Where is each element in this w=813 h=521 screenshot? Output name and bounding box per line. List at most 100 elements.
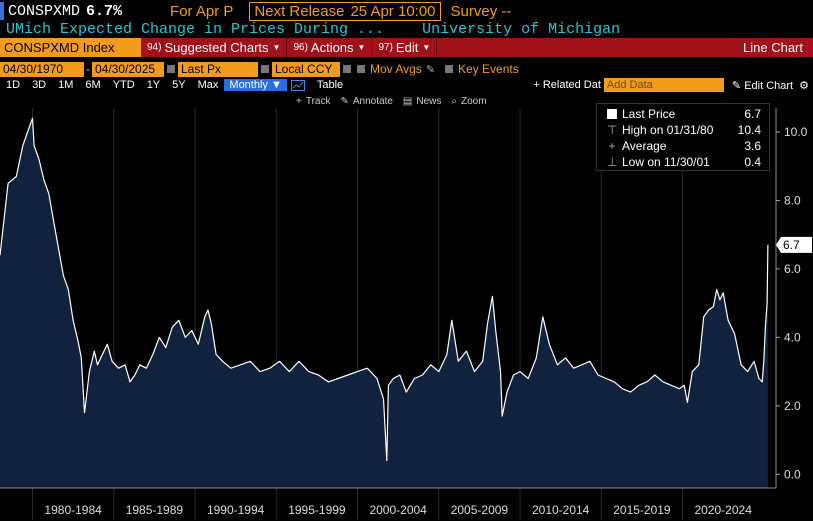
actions-label: Actions xyxy=(310,40,354,55)
period-toolbar: 1D 3D 1M 6M YTD 1Y 5Y Max Monthly ▼ Tabl… xyxy=(0,77,813,93)
price-field-select[interactable]: Last Px xyxy=(178,61,258,77)
edit-hotkey: 97) xyxy=(378,42,393,53)
y-tick-label: 10.0 xyxy=(784,125,808,139)
y-tick-label: 0.0 xyxy=(784,467,801,481)
actions-button[interactable]: 96) Actions ▼ xyxy=(287,38,373,57)
series-area xyxy=(0,117,769,489)
zoom-label: Zoom xyxy=(461,95,487,107)
legend-average-label: Average xyxy=(622,139,667,153)
period-max[interactable]: Max xyxy=(197,79,219,91)
news-label: News xyxy=(416,95,442,107)
next-release-box[interactable]: Next Release 25 Apr 10:00 xyxy=(249,1,441,21)
high-marker-icon: ⊤ xyxy=(607,123,618,137)
dropdown-icon[interactable] xyxy=(343,65,351,73)
chart-type-title: Line Chart xyxy=(743,40,803,55)
legend-low-label: Low on 11/30/01 xyxy=(622,155,710,169)
last-value-label: 6.7 xyxy=(783,238,800,252)
actions-hotkey: 96) xyxy=(293,42,308,53)
zoom-tool[interactable]: ⌕ Zoom xyxy=(451,96,486,107)
period-3d[interactable]: 3D xyxy=(32,79,47,91)
data-source: University of Michigan xyxy=(422,21,621,38)
ticker-block[interactable]: CONSPXMD 6.7% xyxy=(0,2,122,20)
x-axis: 1980-1984 1985-1989 1990-1994 1995-1999 2000… xyxy=(0,487,776,517)
news-icon: ▤ xyxy=(402,95,413,107)
caret-down-icon: ▼ xyxy=(357,43,366,52)
gear-icon[interactable]: ⚙ xyxy=(799,79,809,92)
magnifier-icon: ⌕ xyxy=(451,95,457,107)
crosshair-icon: + xyxy=(296,95,302,107)
x-tick-label: 1995-1999 xyxy=(288,503,346,517)
legend-low: ⊥ Low on 11/30/01 0.4 xyxy=(607,154,767,170)
survey-label: Survey -- xyxy=(450,2,512,20)
chart-tools-row: + Track ✎ Annotate ▤ News ⌕ Zoom xyxy=(0,94,813,108)
y-tick-label: 4.0 xyxy=(784,330,801,344)
edit-chart-button[interactable]: ✎ Edit Chart xyxy=(731,79,794,92)
key-events-checkbox[interactable] xyxy=(445,65,454,73)
caret-down-icon: ▼ xyxy=(272,43,281,52)
start-date-field[interactable]: 04/30/1970 xyxy=(0,61,84,77)
annotate-tool[interactable]: ✎ Annotate xyxy=(340,96,392,107)
security-field[interactable]: CONSPXMD Index xyxy=(0,38,141,57)
date-separator: - xyxy=(86,62,90,76)
ticker-symbol[interactable]: CONSPXMD xyxy=(8,2,81,20)
x-tick-label: 2015-2019 xyxy=(613,503,671,517)
period-1y[interactable]: 1Y xyxy=(146,79,161,91)
legend-high-label: High on 01/31/80 xyxy=(622,123,714,137)
period-6m[interactable]: 6M xyxy=(85,79,101,91)
end-date-field[interactable]: 04/30/2025 xyxy=(92,61,164,77)
line-chart-plot[interactable]: 0.0 2.0 4.0 6.0 8.0 10.0 6.7 1980-1984 1985-198… xyxy=(0,108,813,521)
period-1m[interactable]: 1M xyxy=(58,79,74,91)
y-tick-label: 6.0 xyxy=(784,262,801,276)
legend-high-value: 10.4 xyxy=(737,123,761,137)
edit-button[interactable]: 97) Edit ▼ xyxy=(372,38,438,57)
next-release-label: Next Release xyxy=(254,2,345,20)
key-events-label[interactable]: Key Events xyxy=(458,62,519,76)
y-tick-label: 2.0 xyxy=(784,399,801,413)
description-row: UMich Expected Change in Prices During .… xyxy=(0,21,813,38)
edit-label: Edit xyxy=(395,40,419,55)
table-toggle[interactable]: Table xyxy=(316,79,344,91)
currency-select[interactable]: Local CCY xyxy=(272,61,340,77)
x-tick-label: 1980-1984 xyxy=(44,503,102,517)
legend-low-value: 0.4 xyxy=(744,155,761,169)
caret-down-icon: ▼ xyxy=(422,43,431,52)
y-axis: 0.0 2.0 4.0 6.0 8.0 10.0 6.7 xyxy=(775,108,812,488)
track-tool[interactable]: + Track xyxy=(296,96,330,107)
chart-legend[interactable]: Last Price 6.7 ⊤ High on 01/31/80 10.4 +… xyxy=(596,103,770,171)
period-5y[interactable]: 5Y xyxy=(172,79,186,91)
average-marker-icon: + xyxy=(608,139,616,153)
frequency-select[interactable]: Monthly ▼ xyxy=(224,79,287,91)
track-label: Track xyxy=(305,95,331,107)
mov-avgs-checkbox[interactable] xyxy=(357,65,365,73)
x-tick-label: 2010-2014 xyxy=(532,503,590,517)
series-line xyxy=(0,117,769,462)
calendar-icon[interactable] xyxy=(167,65,175,73)
legend-high: ⊤ High on 01/31/80 10.4 xyxy=(607,122,767,138)
legend-average: + Average 3.6 xyxy=(607,138,767,154)
news-tool[interactable]: ▤ News xyxy=(403,96,441,107)
main-toolbar: CONSPXMD Index 94) Suggested Charts ▼ 96… xyxy=(0,38,813,57)
edit-chart-label: Edit Chart xyxy=(744,79,794,92)
series-swatch xyxy=(607,109,617,119)
x-tick-label: 1985-1989 xyxy=(126,503,184,517)
pencil-icon: ✎ xyxy=(340,95,349,107)
y-tick-label: 8.0 xyxy=(784,193,801,207)
x-tick-label: 2000-2004 xyxy=(369,503,427,517)
security-header: CONSPXMD 6.7% For Apr P Next Release 25 … xyxy=(0,0,813,22)
last-value-tag xyxy=(776,236,812,253)
x-tick-label: 2020-2024 xyxy=(694,503,752,517)
add-data-input[interactable]: Add Data xyxy=(603,78,724,92)
series-area-fill xyxy=(0,118,768,489)
dropdown-icon[interactable] xyxy=(261,65,269,73)
period-ytd[interactable]: YTD xyxy=(112,79,135,91)
suggested-charts-hotkey: 94) xyxy=(147,42,162,53)
security-description: UMich Expected Change in Prices During .… xyxy=(6,21,385,38)
line-chart-icon[interactable] xyxy=(287,78,309,92)
related-data-button[interactable]: + Related Dat xyxy=(533,79,601,91)
x-tick-label: 2005-2009 xyxy=(451,503,509,517)
mov-avgs-label[interactable]: Mov Avgs xyxy=(370,62,422,76)
period-1d[interactable]: 1D xyxy=(6,79,21,91)
pencil-icon[interactable]: ✎ xyxy=(425,63,436,76)
suggested-charts-button[interactable]: 94) Suggested Charts ▼ xyxy=(141,38,288,57)
for-period-label: For Apr P xyxy=(170,2,234,20)
